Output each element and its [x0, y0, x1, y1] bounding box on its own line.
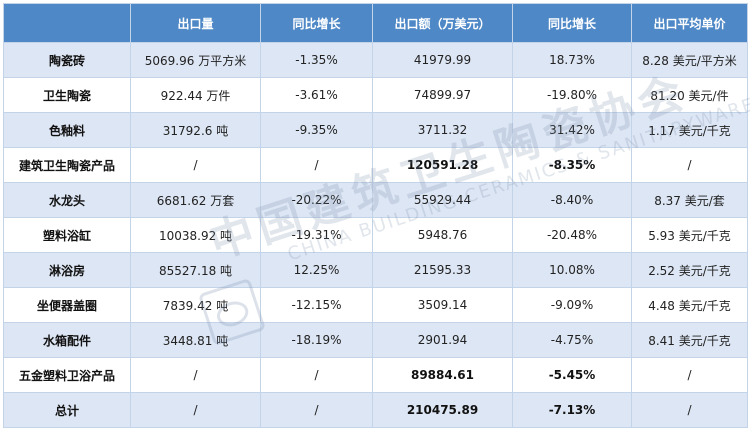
export-value-cell: 210475.89: [372, 392, 513, 428]
table-row: 色釉料 31792.6 吨 -9.35% 3711.32 31.42% 1.17…: [3, 112, 748, 148]
value-yoy-cell: -19.80%: [512, 77, 632, 113]
export-table: 出口量 同比增长 出口额（万美元） 同比增长 出口平均单价 陶瓷砖 5069.9…: [3, 3, 748, 428]
value-yoy-cell: -5.45%: [512, 357, 632, 393]
export-quantity-cell: /: [130, 147, 261, 183]
row-label: 色釉料: [3, 112, 131, 148]
header-export-quantity: 出口量: [130, 3, 261, 43]
table-row: 淋浴房 85527.18 吨 12.25% 21595.33 10.08% 2.…: [3, 252, 748, 288]
quantity-yoy-cell: -18.19%: [260, 322, 373, 358]
quantity-yoy-cell: -12.15%: [260, 287, 373, 323]
average-price-cell: 8.41 美元/千克: [631, 322, 748, 358]
row-label: 总计: [3, 392, 131, 428]
export-value-cell: 3509.14: [372, 287, 513, 323]
export-value-cell: 2901.94: [372, 322, 513, 358]
export-value-cell: 41979.99: [372, 42, 513, 78]
table-row-subtotal: 五金塑料卫浴产品 / / 89884.61 -5.45% /: [3, 357, 748, 393]
quantity-yoy-cell: -9.35%: [260, 112, 373, 148]
export-quantity-cell: 85527.18 吨: [130, 252, 261, 288]
row-label: 水龙头: [3, 182, 131, 218]
row-label: 坐便器盖圈: [3, 287, 131, 323]
quantity-yoy-cell: /: [260, 147, 373, 183]
quantity-yoy-cell: -3.61%: [260, 77, 373, 113]
header-average-price: 出口平均单价: [631, 3, 748, 43]
export-quantity-cell: 922.44 万件: [130, 77, 261, 113]
header-blank: [3, 3, 131, 43]
row-label: 淋浴房: [3, 252, 131, 288]
average-price-cell: /: [631, 392, 748, 428]
export-quantity-cell: /: [130, 392, 261, 428]
row-label: 卫生陶瓷: [3, 77, 131, 113]
export-quantity-cell: 6681.62 万套: [130, 182, 261, 218]
table-row: 坐便器盖圈 7839.42 吨 -12.15% 3509.14 -9.09% 4…: [3, 287, 748, 323]
table-row-subtotal: 建筑卫生陶瓷产品 / / 120591.28 -8.35% /: [3, 147, 748, 183]
table-row: 水箱配件 3448.81 吨 -18.19% 2901.94 -4.75% 8.…: [3, 322, 748, 358]
export-quantity-cell: 5069.96 万平方米: [130, 42, 261, 78]
average-price-cell: 81.20 美元/件: [631, 77, 748, 113]
value-yoy-cell: -9.09%: [512, 287, 632, 323]
export-quantity-cell: 31792.6 吨: [130, 112, 261, 148]
export-quantity-cell: 10038.92 吨: [130, 217, 261, 253]
average-price-cell: /: [631, 357, 748, 393]
quantity-yoy-cell: 12.25%: [260, 252, 373, 288]
row-label: 陶瓷砖: [3, 42, 131, 78]
value-yoy-cell: -8.35%: [512, 147, 632, 183]
row-label: 五金塑料卫浴产品: [3, 357, 131, 393]
export-quantity-cell: 3448.81 吨: [130, 322, 261, 358]
row-label: 水箱配件: [3, 322, 131, 358]
export-value-cell: 74899.97: [372, 77, 513, 113]
export-value-cell: 3711.32: [372, 112, 513, 148]
header-export-value: 出口额（万美元）: [372, 3, 513, 43]
average-price-cell: 2.52 美元/千克: [631, 252, 748, 288]
quantity-yoy-cell: -1.35%: [260, 42, 373, 78]
value-yoy-cell: 10.08%: [512, 252, 632, 288]
average-price-cell: 1.17 美元/千克: [631, 112, 748, 148]
value-yoy-cell: -8.40%: [512, 182, 632, 218]
average-price-cell: 5.93 美元/千克: [631, 217, 748, 253]
value-yoy-cell: -7.13%: [512, 392, 632, 428]
header-quantity-yoy: 同比增长: [260, 3, 373, 43]
header-value-yoy: 同比增长: [512, 3, 632, 43]
table-row-total: 总计 / / 210475.89 -7.13% /: [3, 392, 748, 428]
average-price-cell: 4.48 美元/千克: [631, 287, 748, 323]
table-row: 陶瓷砖 5069.96 万平方米 -1.35% 41979.99 18.73% …: [3, 42, 748, 78]
export-quantity-cell: /: [130, 357, 261, 393]
export-value-cell: 89884.61: [372, 357, 513, 393]
quantity-yoy-cell: -19.31%: [260, 217, 373, 253]
row-label: 建筑卫生陶瓷产品: [3, 147, 131, 183]
average-price-cell: 8.37 美元/套: [631, 182, 748, 218]
value-yoy-cell: 31.42%: [512, 112, 632, 148]
value-yoy-cell: -4.75%: [512, 322, 632, 358]
export-value-cell: 5948.76: [372, 217, 513, 253]
average-price-cell: /: [631, 147, 748, 183]
export-value-cell: 21595.33: [372, 252, 513, 288]
export-value-cell: 120591.28: [372, 147, 513, 183]
header-row: 出口量 同比增长 出口额（万美元） 同比增长 出口平均单价: [3, 3, 748, 43]
table-row: 卫生陶瓷 922.44 万件 -3.61% 74899.97 -19.80% 8…: [3, 77, 748, 113]
quantity-yoy-cell: -20.22%: [260, 182, 373, 218]
row-label: 塑料浴缸: [3, 217, 131, 253]
quantity-yoy-cell: /: [260, 357, 373, 393]
value-yoy-cell: 18.73%: [512, 42, 632, 78]
table-row: 塑料浴缸 10038.92 吨 -19.31% 5948.76 -20.48% …: [3, 217, 748, 253]
export-quantity-cell: 7839.42 吨: [130, 287, 261, 323]
value-yoy-cell: -20.48%: [512, 217, 632, 253]
quantity-yoy-cell: /: [260, 392, 373, 428]
table-row: 水龙头 6681.62 万套 -20.22% 55929.44 -8.40% 8…: [3, 182, 748, 218]
export-value-cell: 55929.44: [372, 182, 513, 218]
average-price-cell: 8.28 美元/平方米: [631, 42, 748, 78]
